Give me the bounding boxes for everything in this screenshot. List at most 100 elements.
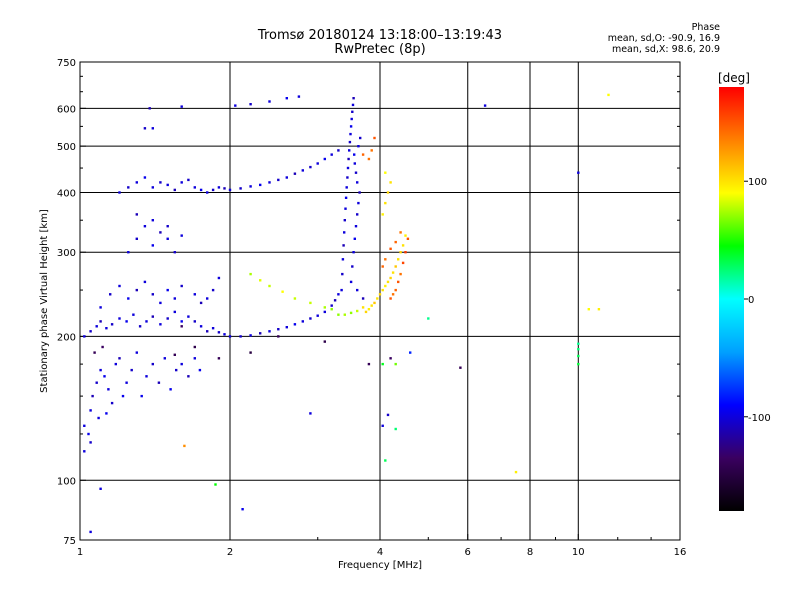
- scatter-point: [180, 284, 183, 288]
- scatter-point: [577, 171, 580, 174]
- scatter-point: [349, 125, 353, 128]
- scatter-point: [241, 508, 244, 511]
- x-tick-label: 16: [674, 547, 687, 558]
- scatter-point: [132, 313, 135, 316]
- scatter-point: [169, 388, 172, 391]
- colorbar-gradient: [719, 87, 744, 511]
- scatter-point: [199, 325, 203, 328]
- scatter-point: [349, 132, 352, 136]
- y-tick-label: 75: [63, 536, 76, 547]
- scatter-point: [399, 231, 402, 234]
- scatter-point: [173, 353, 176, 356]
- scatter-point: [249, 103, 252, 106]
- scatter-point: [159, 231, 162, 234]
- scatter-point: [211, 327, 215, 330]
- scatter-point: [577, 362, 580, 366]
- scatter-point: [293, 297, 297, 300]
- scatter-point: [217, 357, 221, 360]
- scatter-point: [378, 293, 382, 296]
- scatter-point: [330, 153, 333, 156]
- scatter-point: [166, 237, 169, 240]
- scatter-point: [163, 357, 166, 360]
- phase-stats-label: Phase: [691, 22, 720, 33]
- scatter-point: [151, 362, 154, 366]
- colorbar: [deg] 100 0 -100: [718, 71, 771, 511]
- y-axis: 75 100 200 300 400 500 600 750: [57, 58, 680, 547]
- scatter-point: [607, 93, 610, 97]
- scatter-point: [357, 201, 360, 205]
- scatter-point: [180, 234, 183, 237]
- scatter-point: [399, 272, 402, 276]
- scatter-point: [239, 187, 242, 190]
- scatter-point: [285, 176, 288, 179]
- scatter-point: [277, 335, 280, 338]
- x-tick-label: 4: [377, 547, 383, 558]
- scatter-point: [127, 251, 130, 254]
- scatter-point: [193, 357, 196, 360]
- scatter-point: [206, 297, 209, 300]
- scatter-point: [166, 225, 169, 228]
- scatter-point: [135, 213, 138, 216]
- x-tick-label: 8: [527, 547, 533, 558]
- scatter-point: [239, 335, 242, 338]
- scatter-point: [193, 345, 196, 349]
- scatter-point: [381, 424, 384, 427]
- x-axis: 1 2 4 6 8 10 16: [77, 534, 687, 558]
- scatter-point: [356, 288, 359, 292]
- scatter-point: [358, 191, 361, 194]
- scatter-point: [217, 186, 221, 189]
- scatter-point: [341, 272, 344, 276]
- scatter-point: [83, 424, 86, 427]
- scatter-point: [173, 310, 176, 314]
- scatter-point: [384, 459, 387, 462]
- scatter-point: [199, 188, 203, 192]
- scatter-point: [389, 297, 392, 300]
- scatter-point: [277, 328, 280, 331]
- scatter-point: [394, 288, 397, 292]
- scatter-point: [114, 362, 117, 366]
- scatter-point: [127, 297, 130, 300]
- scatter-point: [389, 181, 392, 184]
- scatter-point: [361, 306, 365, 309]
- scatter-point: [391, 271, 395, 274]
- scatter-point: [391, 293, 395, 296]
- scatter-point: [399, 251, 402, 254]
- scatter-point: [386, 413, 390, 417]
- scatter-point: [135, 181, 138, 184]
- scatter-point: [223, 187, 226, 190]
- scatter-point: [386, 280, 390, 284]
- scatter-point: [370, 304, 373, 307]
- scatter-point: [401, 261, 405, 265]
- scatter-point: [180, 105, 183, 108]
- scatter-point: [103, 375, 106, 378]
- scatter-point: [389, 357, 392, 360]
- scatter-point: [214, 483, 217, 486]
- scatter-point: [83, 335, 86, 338]
- scatter-point: [151, 315, 154, 318]
- scatter-point: [384, 284, 387, 288]
- scatter-point: [101, 345, 104, 349]
- scatter-point: [151, 244, 154, 247]
- scatter-point: [316, 162, 319, 165]
- scatter-point: [354, 171, 358, 174]
- scatter-point: [99, 487, 102, 490]
- scatter-point: [268, 284, 271, 288]
- scatter-point: [121, 394, 125, 398]
- scatter-point: [577, 348, 580, 351]
- scatter-point: [130, 368, 133, 372]
- y-tick-label: 600: [57, 104, 76, 115]
- scatter-point: [281, 290, 284, 293]
- scatter-point: [228, 188, 232, 192]
- scatter-point: [180, 320, 183, 323]
- scatter-point: [199, 301, 203, 305]
- scatter-point: [394, 362, 397, 366]
- y-tick-label: 400: [57, 188, 76, 199]
- scatter-point: [143, 280, 147, 284]
- scatter-point: [173, 297, 176, 300]
- scatter-point: [99, 368, 102, 372]
- scatter-point: [301, 320, 304, 323]
- scatter-point: [343, 219, 346, 222]
- scatter-point: [330, 304, 333, 307]
- scatter-point: [93, 351, 96, 354]
- scatter-point: [346, 166, 350, 170]
